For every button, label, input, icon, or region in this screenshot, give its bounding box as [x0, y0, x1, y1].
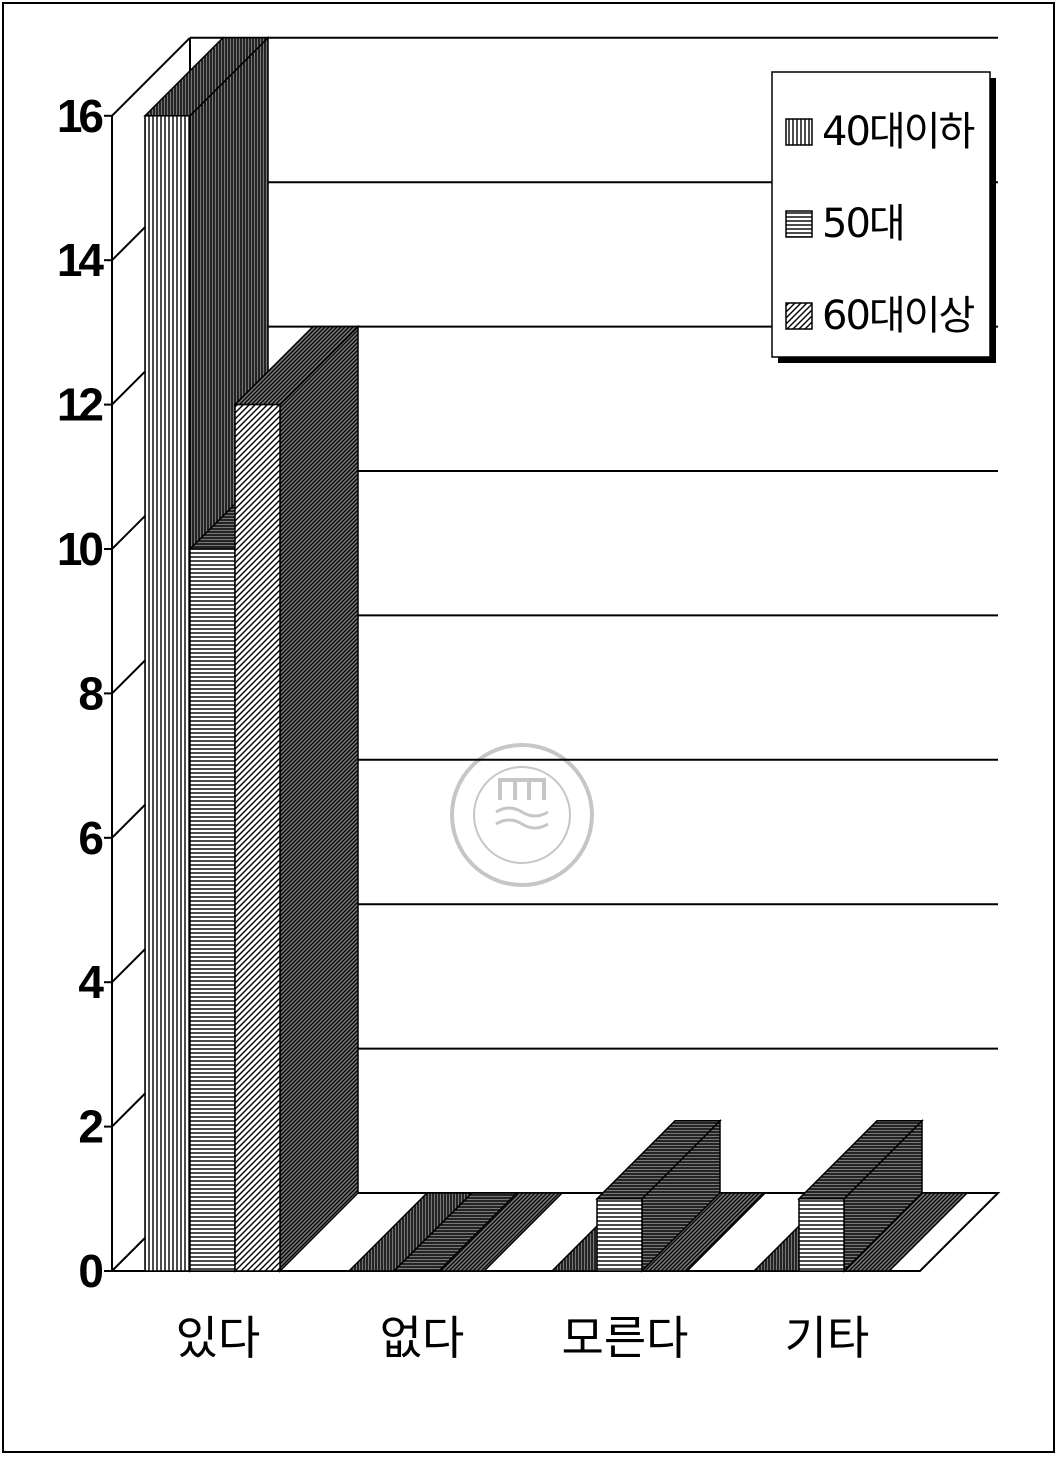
bar-front-face	[234, 403, 281, 1272]
y-tick-label: 10	[57, 523, 103, 575]
legend-swatch	[785, 302, 813, 330]
bar	[437, 1192, 564, 1272]
legend-swatch	[785, 118, 813, 146]
bar-top-face	[437, 1192, 564, 1272]
legend: 40대이하 50대 60대이상	[771, 71, 996, 363]
legend-label: 40대이하	[822, 109, 974, 155]
y-tick-label: 14	[57, 234, 105, 286]
university-seal-watermark	[450, 743, 594, 887]
x-category-label: 없다	[380, 1311, 465, 1365]
bar-side-face	[279, 324, 359, 1273]
bar-top-face	[842, 1192, 969, 1272]
bar	[233, 324, 360, 1273]
legend-swatch	[785, 210, 813, 238]
x-category-label: 기타	[785, 1311, 870, 1365]
bar-top-face	[640, 1192, 767, 1272]
bar	[595, 1118, 722, 1273]
axis-layer: 0 2 4 6 8 10 12 14 16 있다 없다 모른다 기타	[57, 90, 869, 1365]
x-category-label: 있다	[176, 1311, 261, 1365]
legend-label: 50대	[822, 201, 904, 247]
y-tick-label: 8	[78, 667, 103, 719]
side-gridline	[111, 37, 191, 117]
bar	[797, 1118, 924, 1273]
y-tick-label: 4	[78, 956, 104, 1008]
y-tick-label: 16	[57, 90, 103, 142]
y-tick-label: 2	[78, 1101, 102, 1153]
y-tick-label: 6	[78, 812, 102, 864]
bar-front-face	[144, 115, 191, 1272]
x-category-label: 모른다	[562, 1311, 689, 1365]
y-tick-label: 0	[78, 1245, 102, 1297]
bar-layer	[143, 35, 969, 1273]
bar	[842, 1192, 969, 1272]
bar	[640, 1192, 767, 1272]
bar-front-face	[189, 548, 236, 1272]
y-tick-label: 12	[57, 379, 103, 431]
bar-front-face	[596, 1198, 643, 1272]
legend-label: 60대이상	[822, 293, 974, 339]
bar-front-face	[798, 1198, 845, 1272]
